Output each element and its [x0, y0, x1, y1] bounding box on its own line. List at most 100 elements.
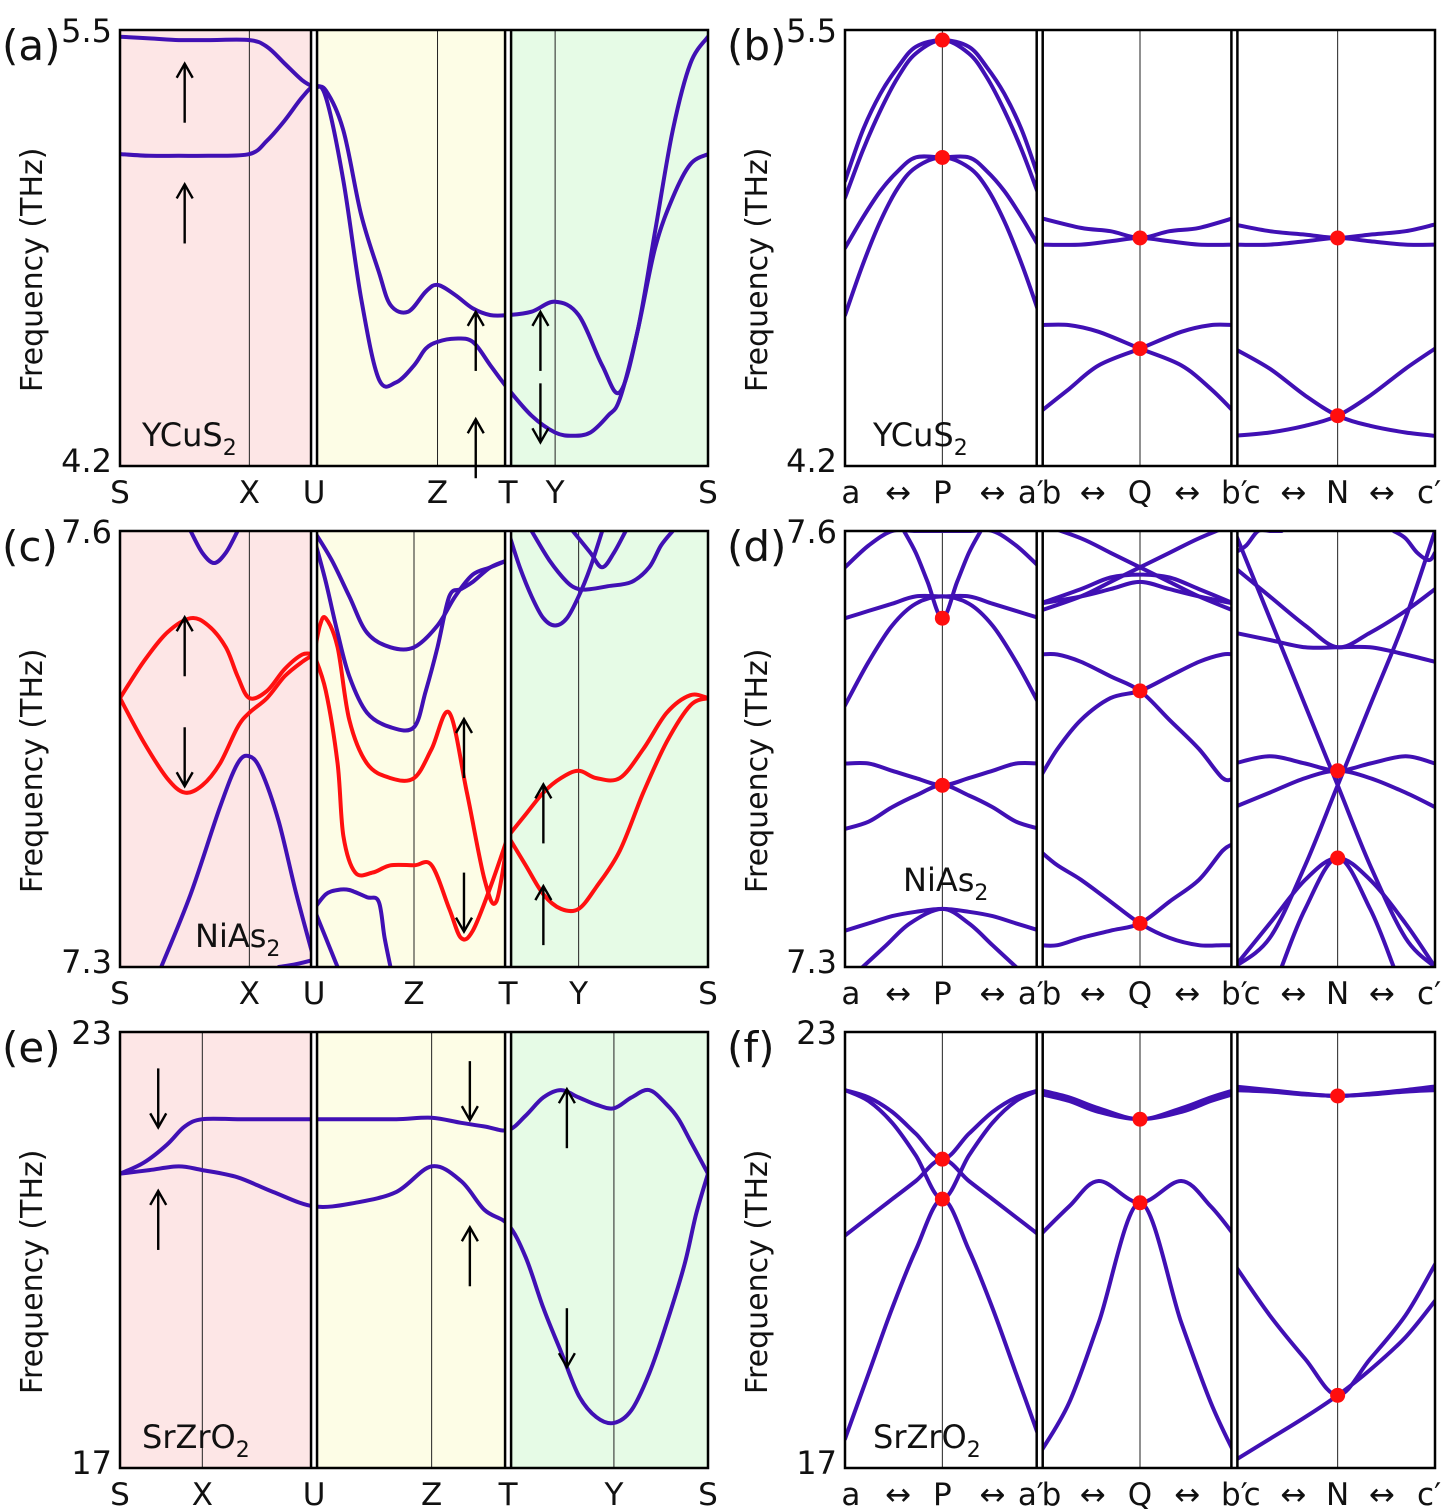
- x-tick-label: S: [698, 475, 718, 511]
- panel-label: (a): [2, 21, 61, 70]
- material-formula: SrZrO: [873, 1418, 967, 1456]
- band-line: [312, 536, 511, 733]
- y-axis-label: Frequency (THz): [740, 148, 775, 393]
- band-line: [312, 887, 393, 967]
- x-tick-label: T: [498, 976, 519, 1012]
- panel-b: (b) 5.5 4.2 Frequency (THz) a ↔ P ↔ a′b ↔ Q ↔ b′c ↔ N ↔…: [727, 12, 1441, 511]
- material-label: NiAs2: [195, 917, 280, 962]
- band-line: [1037, 1200, 1237, 1456]
- up-arrow: ↑: [149, 1188, 168, 1250]
- x-tick-label: c′: [1417, 475, 1441, 511]
- degeneracy-point: [1330, 850, 1346, 866]
- band-line: [1232, 531, 1435, 967]
- degeneracy-point: [1132, 341, 1148, 357]
- x-axis-arrow: ↔: [980, 1477, 1006, 1512]
- x-tick-label: X: [239, 475, 260, 511]
- panel-frame: [843, 529, 1437, 969]
- x-tick-label: a: [841, 976, 860, 1012]
- x-tick-label: a: [841, 1477, 860, 1512]
- band-line: [1232, 1298, 1435, 1463]
- panel-a: ↑ ↑ ↑ ↑ ↑ ↓ (a) 5.5 4.2 Frequency (THz) S X U Z T Y S YCu…: [2, 12, 718, 511]
- down-arrow: ↓: [460, 1061, 479, 1123]
- x-tick-label: b′: [1221, 475, 1248, 511]
- degeneracy-point: [1330, 1088, 1346, 1104]
- x-tick-label: S: [698, 976, 718, 1012]
- panel-e: ↓ ↑ ↓ ↑ ↑ ↓ (e) 23 17 Frequency (THz) S X U Z T Y S SrZrO…: [2, 1014, 718, 1512]
- x-axis-arrow: ↔: [885, 475, 911, 511]
- band-line: [1037, 322, 1237, 415]
- region-background: [120, 30, 315, 466]
- x-tick-label: X: [192, 1477, 213, 1512]
- x-tick-label: T: [498, 475, 519, 511]
- x-tick-label: Q: [1128, 976, 1152, 1012]
- degeneracy-point: [934, 149, 950, 165]
- down-arrow: ↓: [175, 727, 194, 789]
- segment-gap: [1036, 30, 1043, 466]
- x-axis-arrow: ↔: [1280, 976, 1306, 1012]
- arrow-glyph: ↑: [567, 1118, 568, 1120]
- material-label: NiAs2: [903, 861, 988, 906]
- bands: [845, 531, 1435, 967]
- band-line: [529, 531, 675, 592]
- band-line: [312, 652, 511, 942]
- band-line: [120, 1087, 708, 1176]
- material-formula: YCuS: [141, 416, 223, 454]
- x-axis-arrow: ↔: [885, 976, 911, 1012]
- degeneracy-point: [1330, 1387, 1346, 1403]
- segment-gap: [1231, 30, 1238, 466]
- y-tick-min: 4.2: [61, 442, 112, 480]
- bands: [120, 531, 708, 967]
- y-axis-label: Frequency (THz): [740, 1150, 775, 1395]
- x-tick-label: Z: [403, 976, 424, 1012]
- band-line: [120, 84, 708, 438]
- x-axis-arrow: ↔: [980, 475, 1006, 511]
- material-label: SrZrO2: [873, 1418, 981, 1463]
- band-line: [1232, 1262, 1435, 1398]
- x-tick-label: b: [1042, 1477, 1062, 1512]
- band-line: [120, 615, 316, 701]
- degeneracy-point: [1132, 230, 1148, 246]
- arrow-glyph: ↑: [476, 448, 477, 450]
- up-arrow: ↑: [175, 614, 194, 677]
- arrow-glyph: ↑: [476, 341, 477, 343]
- band-line: [1232, 531, 1435, 967]
- material-subscript: 2: [266, 937, 280, 962]
- up-arrow: ↑: [175, 61, 194, 123]
- x-tick-label: U: [303, 475, 326, 511]
- degeneracy-point: [934, 610, 950, 626]
- y-tick-max: 7.6: [786, 513, 837, 551]
- up-arrow: ↑: [466, 416, 485, 479]
- arrow-glyph: ↓: [185, 755, 186, 757]
- x-tick-label: c′: [1417, 1477, 1441, 1512]
- y-tick-max: 7.6: [61, 513, 112, 551]
- y-tick-max: 23: [71, 1014, 112, 1052]
- x-tick-label: X: [239, 976, 260, 1012]
- region-background: [508, 30, 708, 466]
- y-tick-max: 5.5: [786, 12, 837, 50]
- x-tick-label: S: [698, 1477, 718, 1512]
- y-tick-min: 4.2: [786, 442, 837, 480]
- arrow-glyph: ↓: [158, 1096, 159, 1098]
- y-tick-min: 7.3: [61, 943, 112, 981]
- band-line: [506, 696, 708, 914]
- x-tick-label: b: [1042, 475, 1062, 511]
- degeneracy-point: [1132, 1111, 1148, 1127]
- band-line: [506, 692, 708, 839]
- x-axis-arrow: ↔: [1369, 1477, 1395, 1512]
- y-axis-label: Frequency (THz): [15, 649, 50, 894]
- x-tick-label: c: [1244, 976, 1261, 1012]
- arrow-glyph: ↑: [185, 93, 186, 95]
- band-line: [1232, 346, 1435, 438]
- up-arrow: ↑: [531, 309, 550, 371]
- x-axis-arrow: ↔: [980, 976, 1006, 1012]
- band-line: [1037, 572, 1237, 606]
- band-line: [1037, 579, 1237, 606]
- panel-frame: [843, 28, 1437, 468]
- x-axis-arrow: ↔: [1280, 1477, 1306, 1512]
- degeneracy-point: [934, 1191, 950, 1207]
- degeneracy-point: [1132, 683, 1148, 699]
- degeneracy-point: [934, 777, 950, 793]
- segment-gap: [1036, 1032, 1043, 1468]
- x-tick-label: Z: [421, 1477, 442, 1512]
